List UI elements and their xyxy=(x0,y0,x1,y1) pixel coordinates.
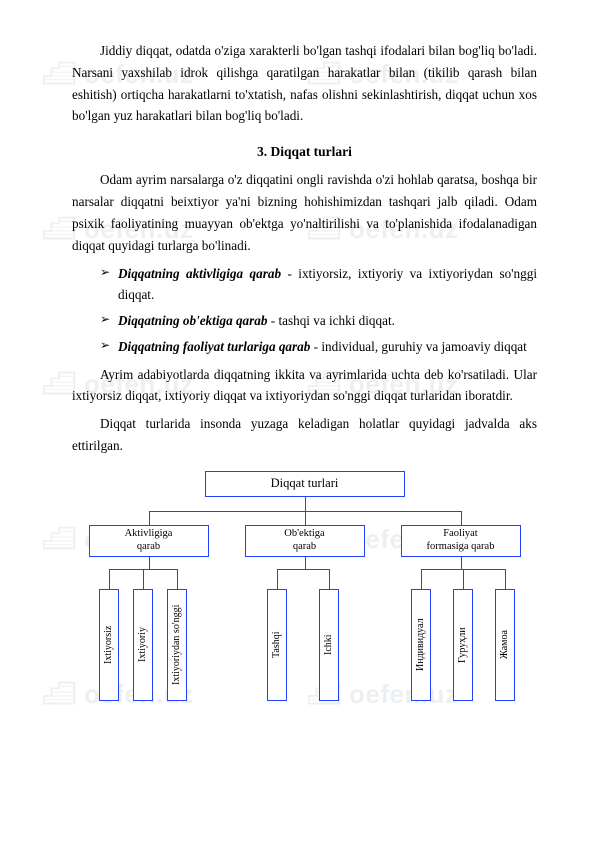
bullet-label: Diqqatning faoliyat turlariga qarab xyxy=(118,339,310,354)
tree-leaf-ixtiyorsiz: Ixtiyorsiz xyxy=(99,589,119,701)
tree-leaf-ixtiyoriy: Ixtiyoriy xyxy=(133,589,153,701)
paragraph-1: Jiddiy diqqat, odatda o'ziga xarakterli … xyxy=(72,40,537,127)
paragraph-2: Odam ayrim narsalarga o'z diqqatini ongl… xyxy=(72,169,537,256)
bullet-rest: - individual, guruhiy va jamoaviy diqqat xyxy=(310,339,526,354)
tree-category-3: Faoliyatformasiga qarab xyxy=(401,525,521,557)
tree-leaf-guruhli: Гуруҳли xyxy=(453,589,473,701)
bullet-label: Diqqatning aktivligiga qarab xyxy=(118,266,281,281)
tree-leaf-jamoa: Жамоа xyxy=(495,589,515,701)
list-item: Diqqatning aktivligiga qarab - ixtiyorsi… xyxy=(100,263,537,307)
bullet-list: Diqqatning aktivligiga qarab - ixtiyorsi… xyxy=(100,263,537,358)
tree-leaf-tashqi: Tashqi xyxy=(267,589,287,701)
list-item: Diqqatning faoliyat turlariga qarab - in… xyxy=(100,336,537,358)
tree-category-2: Ob'ektigaqarab xyxy=(245,525,365,557)
tree-leaf-ixtiyoriydan-songgi: Ixtiyoriydan so'nggi xyxy=(167,589,187,701)
tree-root: Diqqat turlari xyxy=(205,471,405,497)
paragraph-3: Ayrim adabiyotlarda diqqatning ikkita va… xyxy=(72,364,537,408)
tree-leaf-individual: Индивидуал xyxy=(411,589,431,701)
diqqat-tree-diagram: Diqqat turlari Aktivligigaqarab Ob'ektig… xyxy=(75,471,535,706)
document-content: Jiddiy diqqat, odatda o'ziga xarakterli … xyxy=(0,0,595,726)
list-item: Diqqatning ob'ektiga qarab - tashqi va i… xyxy=(100,310,537,332)
tree-leaf-ichki: Ichki xyxy=(319,589,339,701)
section-title: 3. Diqqat turlari xyxy=(72,141,537,163)
paragraph-4: Diqqat turlarida insonda yuzaga keladiga… xyxy=(72,413,537,457)
bullet-label: Diqqatning ob'ektiga qarab xyxy=(118,313,267,328)
bullet-rest: - tashqi va ichki diqqat. xyxy=(267,313,394,328)
tree-category-1: Aktivligigaqarab xyxy=(89,525,209,557)
